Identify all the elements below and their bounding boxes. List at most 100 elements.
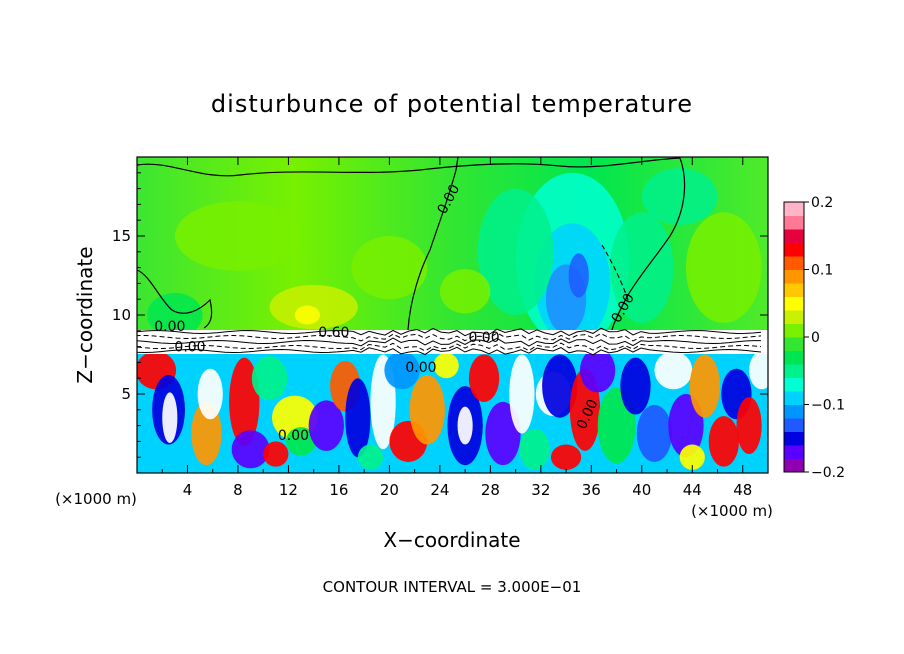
anomaly-region [384, 351, 420, 390]
x-tick-label: 12 [279, 481, 298, 499]
colorbar-swatch [784, 229, 804, 243]
colorbar-swatch [784, 350, 804, 365]
colorbar-swatch [784, 404, 804, 419]
colorbar-swatch [784, 458, 804, 473]
colorbar-ticks: 0.2 0.1 0 −0.1 −0.2 [804, 195, 845, 481]
anomaly-region [351, 236, 428, 300]
x-tick-label: 32 [531, 481, 550, 499]
anomaly-region [409, 375, 445, 445]
contour-label: 0.00 [278, 428, 309, 444]
plot-area [137, 157, 768, 473]
contour-label: 0.00 [468, 330, 499, 346]
x-tick-label: 16 [329, 481, 348, 499]
lower-anomalies [137, 348, 768, 470]
contour-line [611, 157, 686, 331]
colorbar-tick-label: −0.2 [811, 465, 845, 481]
anomaly-region [610, 212, 674, 323]
x-tick-label: 44 [683, 481, 702, 499]
contour-interval: CONTOUR INTERVAL = 3.000E−01 [323, 578, 582, 596]
colorbar-swatch [784, 445, 804, 459]
anomaly-region [263, 441, 289, 467]
anomaly-region [251, 356, 288, 401]
colorbar-swatch [784, 391, 804, 405]
anomaly-region [685, 212, 762, 323]
colorbar-swatch [784, 242, 804, 257]
x-tick-label: 20 [380, 481, 399, 499]
anomaly-region [308, 400, 344, 451]
anomaly-region [457, 406, 473, 445]
anomaly-region [654, 351, 693, 390]
x-tick-label: 28 [481, 481, 500, 499]
y-tick-label: 5 [121, 385, 131, 403]
anomaly-region [708, 416, 739, 467]
x-tick-label: 48 [733, 481, 752, 499]
contour-line [137, 337, 761, 347]
anomaly-region [174, 201, 302, 271]
anomaly-region [477, 188, 554, 315]
anomaly-region [509, 354, 535, 434]
anomaly-region [433, 352, 459, 379]
x-tick-label: 24 [430, 481, 449, 499]
x-tick-label: 8 [233, 481, 243, 499]
anomaly-region [550, 444, 582, 470]
anomaly-region [231, 430, 270, 469]
upper-anomalies [147, 168, 762, 347]
colorbar-tick-label: 0 [811, 330, 820, 346]
x-axis-unit: (×1000 m) [691, 502, 773, 520]
contour-line [407, 157, 459, 331]
colorbar-swatch [784, 215, 804, 230]
colorbar-swatch [784, 269, 804, 284]
colorbar-swatch [784, 418, 804, 432]
contour-line [137, 332, 762, 342]
x-tick-label: 4 [183, 481, 193, 499]
contour-label: 0.60 [318, 325, 349, 341]
anomaly-region [568, 253, 589, 298]
contour-label: 0.00 [154, 319, 185, 335]
colorbar-swatch [784, 296, 804, 311]
y-axis-label: Z−coordinate [73, 246, 97, 383]
anomaly-region [285, 427, 317, 456]
anomaly-region [689, 354, 721, 418]
anomaly-region [439, 269, 491, 314]
interface-band [137, 330, 768, 354]
interface-contours [137, 327, 762, 356]
anomaly-region [519, 428, 550, 470]
y-axis-unit: (×1000 m) [55, 490, 137, 508]
anomaly-region [197, 368, 223, 420]
colorbar-tick-label: 0.2 [811, 195, 833, 211]
anomaly-region [641, 168, 718, 225]
contour-label: 0.00 [405, 360, 436, 376]
anomaly-region [668, 394, 704, 458]
anomaly-region [579, 348, 616, 393]
colorbar-swatch [784, 256, 804, 270]
anomaly-region [542, 354, 578, 418]
anomaly-region [147, 292, 203, 338]
contour-line [137, 327, 762, 337]
anomaly-region [736, 397, 762, 455]
colorbar-swatch [784, 323, 804, 338]
anomaly-region [294, 305, 320, 325]
anomaly-region [679, 444, 705, 470]
contour-line [137, 346, 762, 356]
colorbar-swatch [784, 431, 804, 446]
contour-line [137, 342, 762, 352]
colorbar-swatch [784, 377, 804, 392]
y-axis: 5 10 15 [112, 172, 768, 458]
colorbar-swatch [784, 310, 804, 324]
colorbar-swatch [784, 283, 804, 297]
contour-line [137, 157, 681, 177]
anomaly-region [468, 354, 500, 402]
y-tick-label: 15 [112, 227, 131, 245]
anomaly-region [345, 378, 371, 458]
colorbar-swatch [784, 364, 804, 378]
anomaly-region [636, 405, 673, 462]
x-tick-label: 40 [632, 481, 651, 499]
anomaly-region [620, 357, 651, 415]
chart-title: disturbunce of potential temperature [211, 90, 693, 118]
x-axis: 4 8 12 16 20 24 28 32 36 40 44 48 [161, 157, 752, 499]
anomaly-region [749, 351, 768, 390]
colorbar-swatch [784, 337, 804, 351]
contour-line [137, 269, 213, 329]
colorbar-tick-label: 0.1 [811, 263, 833, 279]
